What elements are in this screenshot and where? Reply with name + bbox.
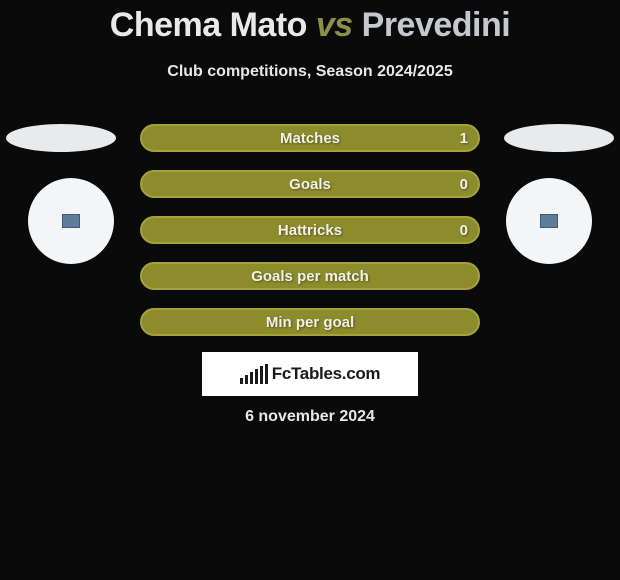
- stat-label: Goals: [289, 176, 331, 193]
- source-logo: FcTables.com: [202, 352, 418, 396]
- logo-text: FcTables.com: [272, 364, 381, 384]
- snapshot-date: 6 november 2024: [0, 408, 620, 426]
- bars-icon: [240, 364, 268, 384]
- stat-right-value: 0: [460, 222, 468, 239]
- comparison-title: Chema Mato vs Prevedini: [0, 0, 620, 45]
- player2-name: Prevedini: [362, 6, 511, 44]
- bar: [260, 366, 263, 384]
- player2-club-badge: [506, 178, 592, 264]
- stats-rows: Matches 1 Goals 0 Hattricks 0 Goals per …: [140, 124, 480, 354]
- flag-icon: [62, 214, 80, 228]
- stat-row-matches: Matches 1: [140, 124, 480, 152]
- stat-row-goals: Goals 0: [140, 170, 480, 198]
- subtitle: Club competitions, Season 2024/2025: [0, 63, 620, 81]
- stat-row-hattricks: Hattricks 0: [140, 216, 480, 244]
- stat-label: Min per goal: [266, 314, 354, 331]
- vs-separator: vs: [316, 6, 353, 44]
- stat-right-value: 0: [460, 176, 468, 193]
- player1-club-badge: [28, 178, 114, 264]
- flag-icon: [540, 214, 558, 228]
- bar: [240, 378, 243, 384]
- bar: [255, 369, 258, 384]
- stat-right-value: 1: [460, 130, 468, 147]
- stat-label: Matches: [280, 130, 340, 147]
- player2-country-badge: [504, 124, 614, 152]
- player1-name: Chema Mato: [110, 6, 307, 44]
- stat-label: Goals per match: [251, 268, 369, 285]
- bar: [245, 375, 248, 384]
- bar: [250, 372, 253, 384]
- stat-row-goals-per-match: Goals per match: [140, 262, 480, 290]
- stat-label: Hattricks: [278, 222, 342, 239]
- player1-country-badge: [6, 124, 116, 152]
- stat-row-min-per-goal: Min per goal: [140, 308, 480, 336]
- bar: [265, 364, 268, 384]
